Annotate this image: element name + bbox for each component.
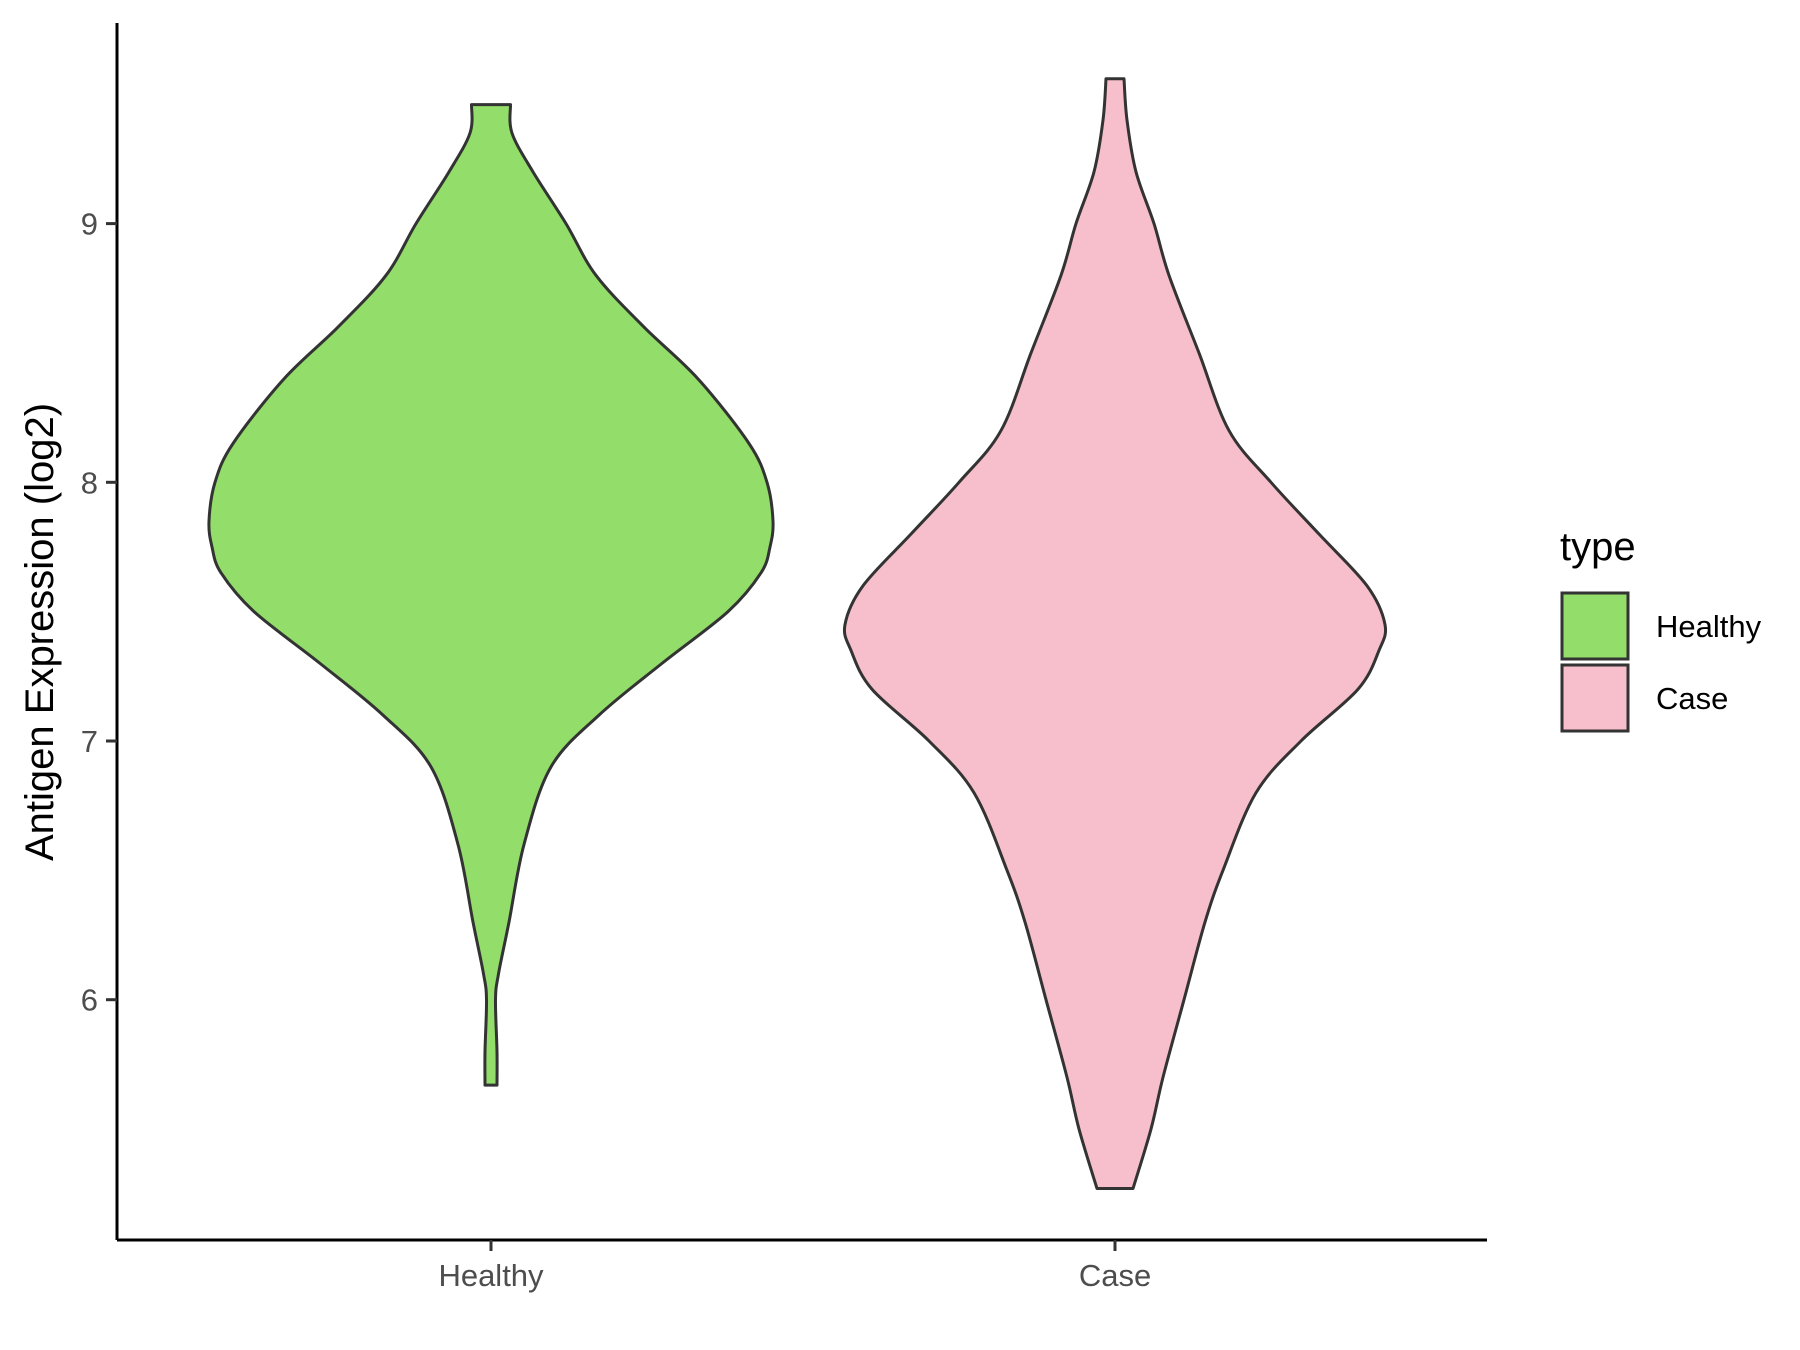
legend-key-healthy (1560, 591, 1630, 661)
y-axis-ticks: 6 7 8 9 (81, 207, 117, 1018)
violin-healthy (207, 103, 775, 1087)
y-tick-label: 8 (81, 465, 98, 500)
legend-label-case: Case (1656, 681, 1728, 716)
legend-title: type (1560, 525, 1636, 569)
x-axis-ticks: Healthy Case (438, 1240, 1151, 1293)
violin-case (842, 77, 1388, 1191)
y-tick-label: 7 (81, 724, 98, 759)
y-tick-label: 9 (81, 207, 98, 242)
y-tick-label: 6 (81, 983, 98, 1018)
violin-layer (207, 77, 1388, 1191)
legend: type Healthy Case (1560, 525, 1762, 733)
legend-key-case (1560, 663, 1630, 733)
legend-label-healthy: Healthy (1656, 609, 1762, 644)
x-tick-label: Healthy (438, 1258, 544, 1293)
x-tick-label: Case (1079, 1258, 1151, 1293)
y-axis-title: Antigen Expression (log2) (18, 403, 62, 861)
